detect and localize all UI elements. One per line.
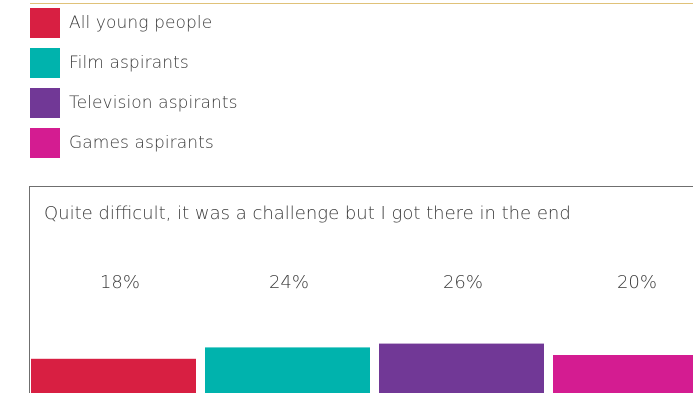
chart-panel: [29, 186, 693, 393]
legend-swatch-games-aspirants: [30, 128, 60, 158]
legend-item-film-aspirants: Film aspirants: [30, 48, 189, 78]
value-labels-layer: 18% 24% 26% 20%: [100, 272, 657, 293]
value-label-film-aspirants: 24%: [269, 272, 309, 293]
value-label-television-aspirants: 26%: [443, 272, 483, 293]
bar-film-aspirants: [205, 347, 370, 393]
legend-swatch-television-aspirants: [30, 88, 60, 118]
legend-item-television-aspirants: Television aspirants: [30, 88, 238, 118]
legend-label-all-young-people: All young people: [69, 13, 213, 33]
legend-label-film-aspirants: Film aspirants: [69, 53, 189, 73]
legend-item-all-young-people: All young people: [30, 8, 212, 38]
bar-games-aspirants: [553, 355, 693, 393]
value-label-games-aspirants: 20%: [617, 272, 657, 293]
bars-layer: [31, 343, 693, 393]
bar-television-aspirants: [379, 343, 544, 393]
legend-swatch-film-aspirants: [30, 48, 60, 78]
legend-label-games-aspirants: Games aspirants: [69, 133, 214, 153]
value-label-all-young-people: 18%: [100, 272, 140, 293]
bar-all-young-people: [31, 358, 196, 393]
legend-item-games-aspirants: Games aspirants: [30, 128, 214, 158]
top-divider: [30, 3, 693, 4]
legend-swatch-all-young-people: [30, 8, 60, 38]
legend-label-television-aspirants: Television aspirants: [69, 93, 238, 113]
chart-title: Quite difficult, it was a challenge but …: [44, 203, 571, 224]
